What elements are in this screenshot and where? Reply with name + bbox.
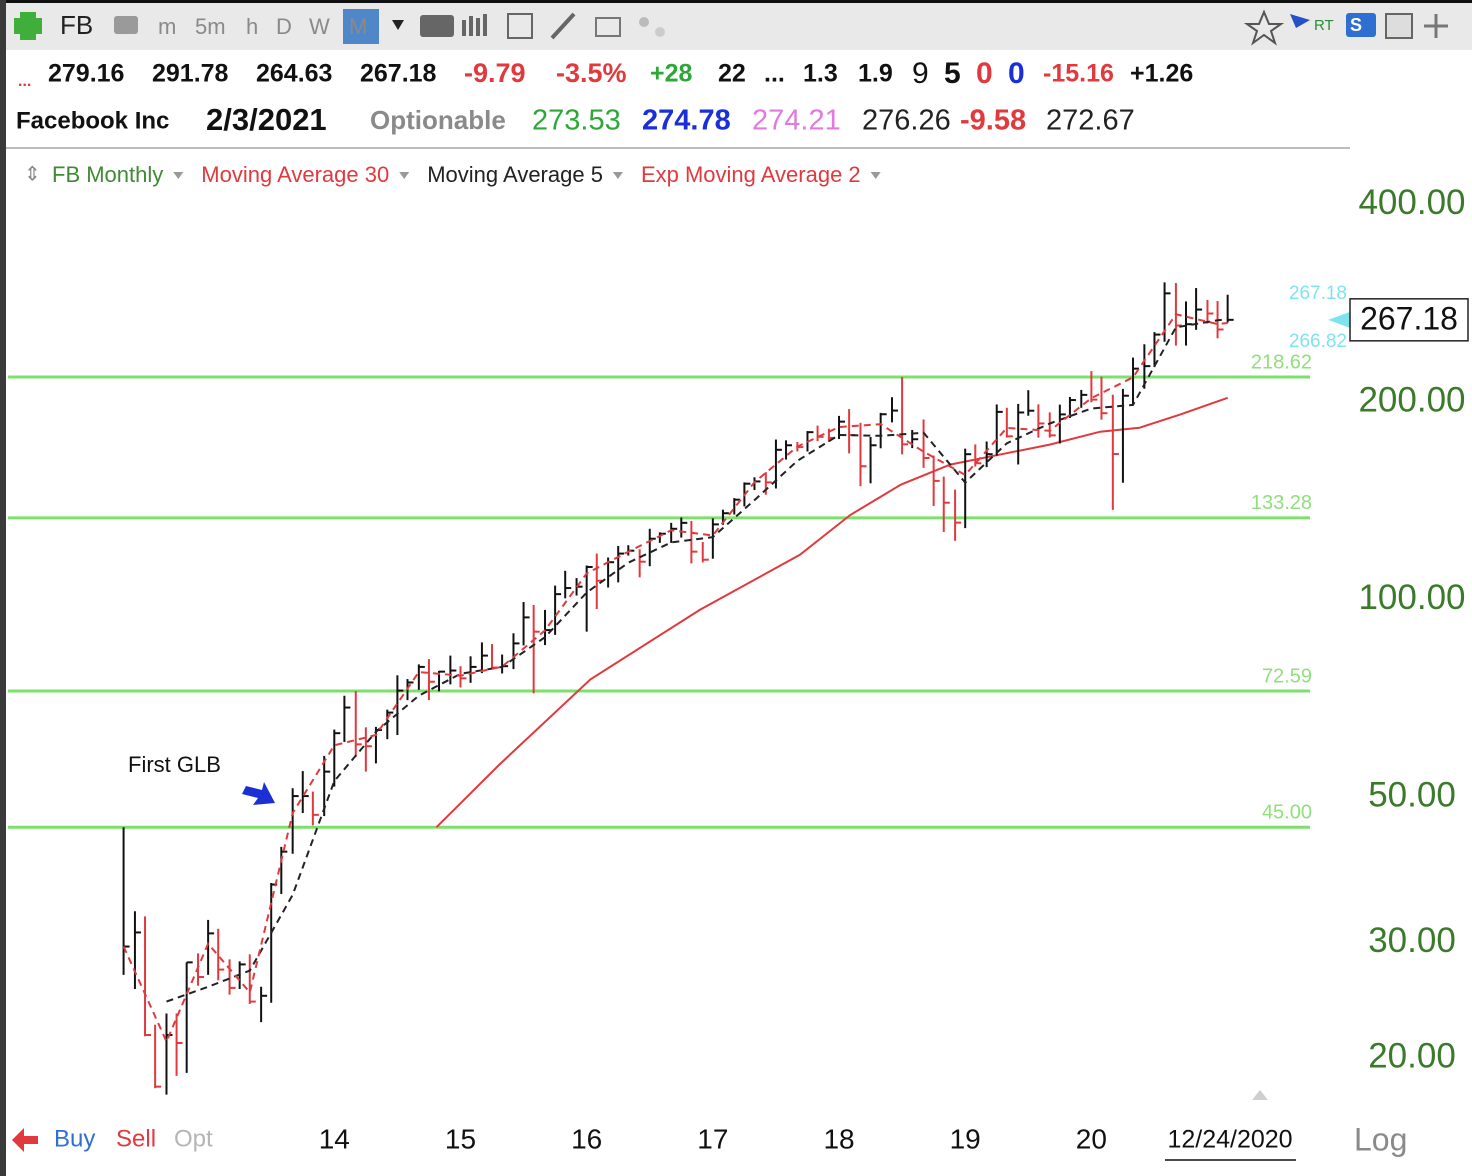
order-icon[interactable] [12,1128,38,1152]
legend-menu[interactable] [870,172,881,179]
y-tick-label: 30.00 [1368,921,1456,960]
legend-entry[interactable]: Moving Average 30 [201,162,389,187]
quote-field: ... [764,60,785,88]
legend-handle: ⇕ [24,163,41,185]
moving-average-line [166,318,1228,1003]
quote-field: 1.3 [803,60,838,88]
name-field: 276.26 [862,105,951,137]
quote-field: 291.78 [152,60,229,88]
legend-entry[interactable]: Exp Moving Average 2 [641,162,861,187]
x-tick-label: 17 [697,1123,728,1154]
frame-left [0,0,6,1176]
quote-field: +28 [650,60,693,88]
scale-button[interactable]: Log [1354,1121,1407,1157]
quote-field: -9.79 [464,58,526,88]
timeframe-button[interactable]: h [246,14,258,39]
x-tick-label: 18 [823,1123,854,1154]
y-tick-label: 20.00 [1368,1036,1456,1075]
quote-field: 267.18 [360,60,437,88]
symbol: FB [60,10,93,40]
annotation: First GLB [128,752,221,777]
quote-field: 1.9 [858,60,893,88]
quote-field: 0 [1008,57,1025,90]
glb-label: 45.00 [1262,802,1312,824]
stream-flag: S [1350,15,1362,35]
realtime-flag: RT [1314,17,1334,34]
quote-field: ... [18,73,31,90]
quote-field: 5 [944,57,961,90]
order-button[interactable]: Buy [54,1125,95,1152]
x-tick-label: 20 [1076,1123,1107,1154]
quote-field: 22 [718,60,746,88]
name-field: 274.21 [752,105,841,137]
last-price-box [1349,298,1469,342]
quote-field: 264.63 [256,60,332,88]
y-tick-label: 200.00 [1358,381,1465,420]
y-tick-label: 400.00 [1358,183,1465,222]
quote-field: 9 [912,57,929,90]
timeframe-active [343,9,379,44]
quote-field: 0 [976,57,993,90]
quote-field: -3.5% [556,58,627,88]
last-price-pointer [1328,311,1350,328]
print-icon[interactable] [114,16,138,34]
dropdown-arrow[interactable] [392,20,404,30]
legend-entry[interactable]: FB Monthly [52,162,163,187]
x-tick-label: 15 [445,1123,476,1154]
glb-label: 133.28 [1251,492,1312,514]
price-tag: 266.82 [1289,331,1347,352]
name-field: 273.53 [532,105,621,137]
timeframe-button[interactable]: M [349,14,367,39]
price-tag: 267.18 [1289,283,1347,304]
legend-menu[interactable] [612,172,623,179]
y-tick-label: 100.00 [1358,578,1465,617]
timeframe-button[interactable]: 5m [195,14,226,39]
moving-average-line [435,396,1229,828]
last-price: 267.18 [1360,300,1458,336]
timeframe-button[interactable]: W [309,14,330,39]
name-field: 274.78 [642,105,731,137]
x-date-label: 12/24/2020 [1167,1126,1292,1154]
x-tick-label: 16 [571,1123,602,1154]
name-field: 2/3/2021 [206,102,327,137]
timeframe-button[interactable]: D [276,14,292,39]
toolbar [0,0,1472,50]
name-field: -9.58 [960,105,1026,137]
name-field: Facebook Inc [16,107,169,134]
toolbar-icons [420,9,1448,46]
add-button[interactable] [14,12,42,40]
timeframe-button[interactable]: m [158,14,176,39]
legend-menu[interactable] [399,172,410,179]
x-tick-label: 19 [950,1123,981,1154]
x-tick-label: 14 [319,1123,350,1154]
frame-top [0,0,1472,3]
quote-field: +1.26 [1130,60,1193,88]
glb-label: 218.62 [1251,351,1312,373]
glb-label: 72.59 [1262,665,1312,687]
quote-field: 279.16 [48,60,124,88]
legend-entry[interactable]: Moving Average 5 [427,162,603,187]
legend-menu[interactable] [173,172,184,179]
scroll-up[interactable] [1252,1090,1268,1100]
annotation-arrow [242,782,275,805]
order-button[interactable]: Sell [116,1125,156,1152]
quote-field: -15.16 [1043,60,1114,88]
order-button[interactable]: Opt [174,1125,213,1152]
name-field: Optionable [370,105,506,135]
moving-average-line [122,313,1228,1045]
name-field: 272.67 [1046,105,1135,137]
y-tick-label: 50.00 [1368,775,1456,814]
